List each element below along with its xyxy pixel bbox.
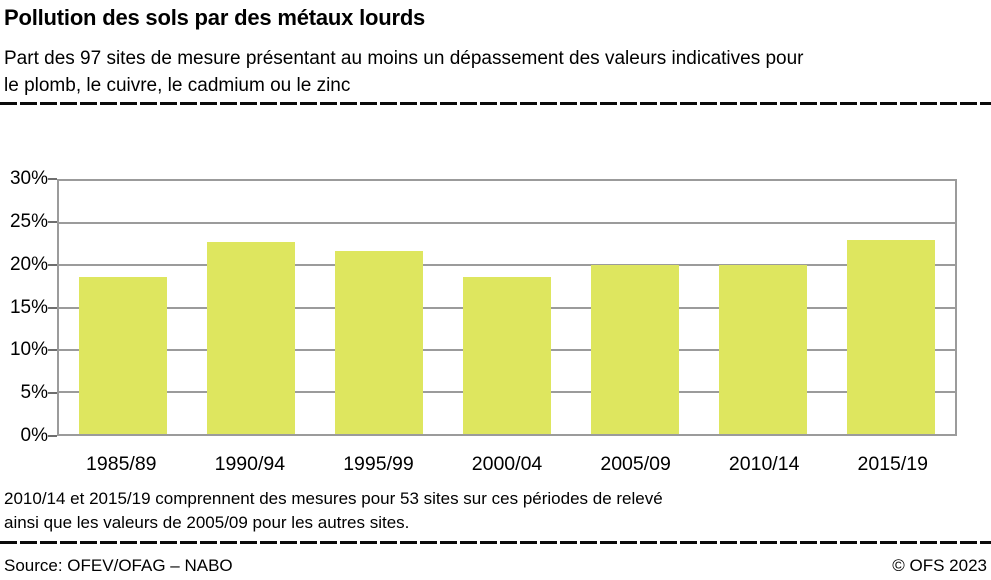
top-divider-rule — [0, 102, 991, 105]
page-title: Pollution des sols par des métaux lourds — [4, 5, 426, 30]
bar-band — [443, 181, 571, 434]
y-tick-label: 0% — [20, 425, 48, 446]
x-tick-label: 2005/09 — [600, 453, 671, 475]
chart-footer: Source: OFEV/OFAG – NABO © OFS 2023 — [4, 556, 987, 576]
x-axis-labels: 1985/89 1990/94 1995/99 2000/04 2005/09 2010/… — [57, 453, 957, 476]
bar-band — [315, 181, 443, 434]
bar-1990-94 — [207, 241, 295, 434]
bottom-divider-rule — [0, 541, 991, 544]
bar-2010-14 — [719, 265, 807, 434]
bar-1995-99 — [335, 251, 423, 434]
bar-band — [59, 181, 187, 434]
grid-line — [59, 222, 955, 225]
bar-2005-09 — [591, 265, 679, 434]
y-axis-tick-mark — [48, 220, 57, 223]
grid-line — [59, 264, 955, 267]
bar-2000-04 — [463, 277, 551, 434]
chart-subtitle-line2: le plomb, le cuivre, le cadmium ou le zi… — [4, 75, 351, 96]
x-tick-label: 2010/14 — [728, 453, 800, 475]
y-tick-label: 30% — [9, 168, 48, 189]
y-axis-tick-mark — [48, 306, 57, 309]
y-axis-ticks — [48, 178, 57, 437]
copyright-label: © OFS 2023 — [892, 556, 987, 575]
chart-plot-area — [57, 179, 957, 436]
x-tick-label: 2000/04 — [471, 453, 543, 475]
bar-band — [827, 181, 955, 434]
bar-band — [699, 181, 827, 434]
x-tick-label: 1995/99 — [343, 453, 414, 475]
bar-band — [571, 181, 699, 434]
y-axis-tick-mark — [48, 349, 57, 352]
x-tick-label: 1990/94 — [214, 453, 286, 475]
bar-band — [187, 181, 315, 434]
y-tick-label: 15% — [9, 296, 48, 318]
chart-footnote-line2: ainsi que les valeurs de 2005/09 pour le… — [4, 513, 410, 532]
bar-1985-89 — [79, 277, 167, 434]
source-label: Source: OFEV/OFAG – NABO — [4, 556, 233, 575]
x-tick-label: 2015/19 — [857, 453, 929, 475]
y-axis-tick-mark — [48, 263, 57, 266]
y-axis-tick-mark — [48, 392, 57, 395]
chart-bars — [59, 181, 955, 434]
y-axis-labels: 0% 5% 10% 15% 20% 25% 30% — [0, 168, 48, 446]
chart-footnote-line1: 2010/14 et 2015/19 comprennent des mesur… — [4, 489, 663, 508]
y-axis-tick-mark — [48, 178, 57, 180]
chart-footnote: 2010/14 et 2015/19 comprennent des mesur… — [4, 487, 663, 535]
x-tick-label: 1985/89 — [86, 453, 157, 475]
chart-subtitle: Part des 97 sites de mesure présentant a… — [4, 45, 804, 99]
y-axis-tick-mark — [48, 435, 57, 437]
y-tick-label: 25% — [9, 210, 48, 232]
bar-2015-19 — [847, 240, 935, 434]
chart-subtitle-line1: Part des 97 sites de mesure présentant a… — [4, 48, 804, 69]
y-tick-label: 10% — [9, 339, 48, 361]
y-tick-label: 5% — [20, 382, 48, 404]
y-tick-label: 20% — [9, 253, 48, 275]
